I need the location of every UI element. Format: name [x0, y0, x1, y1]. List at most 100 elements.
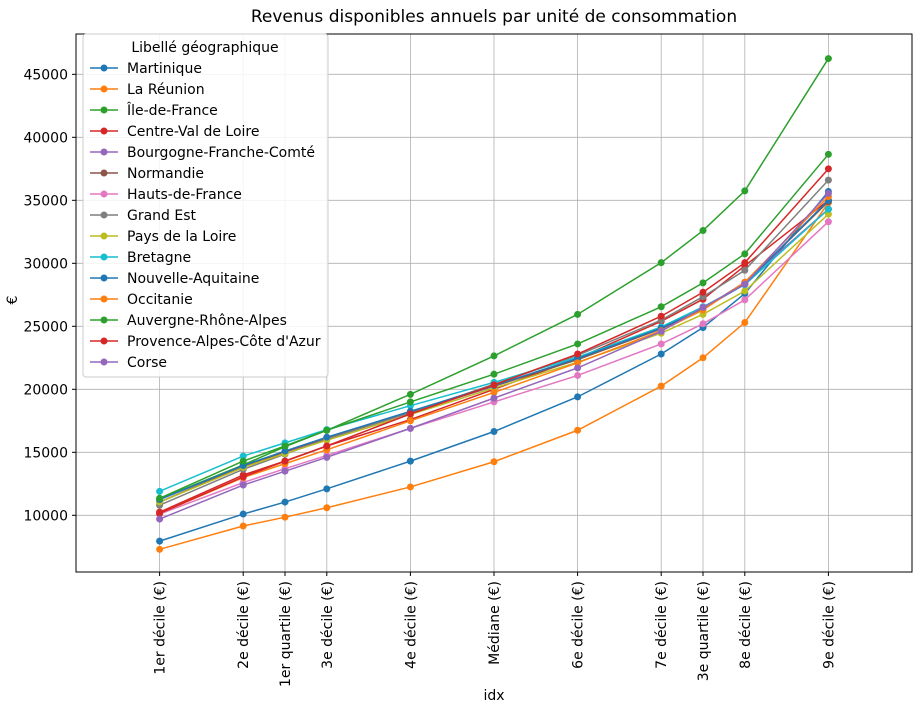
data-point — [699, 354, 707, 362]
series-13 — [156, 165, 832, 517]
data-point — [239, 452, 247, 460]
legend-swatch-marker — [100, 85, 108, 93]
legend-swatch-marker — [100, 169, 108, 177]
data-point — [824, 210, 832, 218]
data-point — [406, 410, 414, 418]
legend-entry: Occitanie — [90, 292, 193, 308]
data-point — [156, 515, 164, 523]
data-point — [574, 350, 582, 358]
y-tick-label: 10000 — [23, 508, 68, 524]
data-point — [281, 447, 289, 455]
data-point — [574, 371, 582, 379]
data-point — [490, 352, 498, 360]
y-tick-label: 20000 — [23, 382, 68, 398]
x-tick-label: 7e décile (€) — [654, 581, 670, 669]
data-point — [406, 483, 414, 491]
data-point — [406, 398, 414, 406]
series-12 — [156, 150, 832, 502]
data-point — [824, 189, 832, 197]
data-point — [657, 327, 665, 335]
y-axis-label: € — [5, 296, 21, 305]
legend-swatch-marker — [100, 295, 108, 303]
data-point — [741, 187, 749, 195]
data-point — [156, 545, 164, 553]
legend-label: Normandie — [127, 166, 204, 182]
data-point — [156, 537, 164, 545]
legend-entry: Île-de-France — [90, 101, 218, 119]
legend-label: Nouvelle-Aquitaine — [127, 271, 259, 287]
legend-swatch-marker — [100, 232, 108, 240]
data-point — [657, 303, 665, 311]
legend-entry: La Réunion — [90, 82, 205, 98]
legend-entry: Auvergne-Rhône-Alpes — [90, 313, 287, 329]
data-point — [239, 522, 247, 530]
data-point — [824, 218, 832, 226]
data-point — [741, 319, 749, 327]
data-point — [574, 393, 582, 401]
data-point — [741, 287, 749, 295]
chart-title: Revenus disponibles annuels par unité de… — [251, 7, 737, 27]
x-tick-label: 9e décile (€) — [821, 581, 837, 669]
data-point — [657, 312, 665, 320]
legend-swatch-marker — [100, 337, 108, 345]
data-point — [323, 433, 331, 441]
data-point — [574, 364, 582, 372]
legend-swatch-marker — [100, 148, 108, 156]
x-tick-label: 4e décile (€) — [403, 581, 419, 669]
data-point — [699, 227, 707, 235]
data-point — [156, 509, 164, 517]
data-point — [323, 442, 331, 450]
data-point — [490, 381, 498, 389]
y-tick-label: 35000 — [23, 193, 68, 209]
legend-entry: Bourgogne-Franche-Comté — [90, 145, 315, 161]
legend-swatch-marker — [100, 190, 108, 198]
series-14 — [156, 189, 832, 523]
data-point — [323, 504, 331, 512]
data-point — [323, 453, 331, 461]
data-point — [156, 487, 164, 495]
data-point — [490, 388, 498, 396]
legend-label: Corse — [127, 355, 167, 371]
legend-label: Martinique — [127, 61, 202, 77]
x-axis-label: idx — [483, 688, 504, 704]
y-tick-label: 15000 — [23, 445, 68, 461]
x-tick-label: 2e décile (€) — [236, 581, 252, 669]
series-lines — [156, 55, 832, 553]
data-point — [323, 426, 331, 434]
legend-entry: Bretagne — [90, 250, 191, 266]
data-point — [406, 457, 414, 465]
y-tick-label: 45000 — [23, 67, 68, 83]
data-point — [741, 266, 749, 274]
data-point — [406, 390, 414, 398]
data-point — [490, 370, 498, 378]
data-point — [824, 55, 832, 63]
legend-entry: Corse — [90, 355, 167, 371]
data-point — [657, 382, 665, 390]
x-tick-label: 3e décile (€) — [320, 581, 336, 669]
data-point — [281, 442, 289, 450]
data-point — [406, 417, 414, 425]
data-point — [281, 513, 289, 521]
data-point — [281, 498, 289, 506]
legend-entry: Hauts-de-France — [90, 187, 242, 203]
data-point — [699, 303, 707, 311]
legend-swatch-marker — [100, 211, 108, 219]
data-point — [657, 350, 665, 358]
data-point — [574, 340, 582, 348]
x-tick-label: 3e quartile (€) — [696, 581, 712, 681]
y-tick-label: 40000 — [23, 130, 68, 146]
x-axis: 1er décile (€) 2e décile (€) 1er quartile … — [153, 572, 837, 687]
legend-label: La Réunion — [127, 82, 205, 98]
legend-swatch-marker — [100, 316, 108, 324]
legend-label: Provence-Alpes-Côte d'Azur — [127, 334, 321, 350]
legend-swatch-marker — [100, 274, 108, 282]
x-tick-label: 1er quartile (€) — [278, 581, 294, 687]
y-tick-label: 30000 — [23, 256, 68, 272]
legend-label: Hauts-de-France — [127, 187, 242, 203]
legend-swatch-marker — [100, 253, 108, 261]
data-point — [323, 485, 331, 493]
legend-frame — [82, 33, 329, 378]
legend-title: Libellé géographique — [131, 40, 278, 56]
data-point — [281, 457, 289, 465]
